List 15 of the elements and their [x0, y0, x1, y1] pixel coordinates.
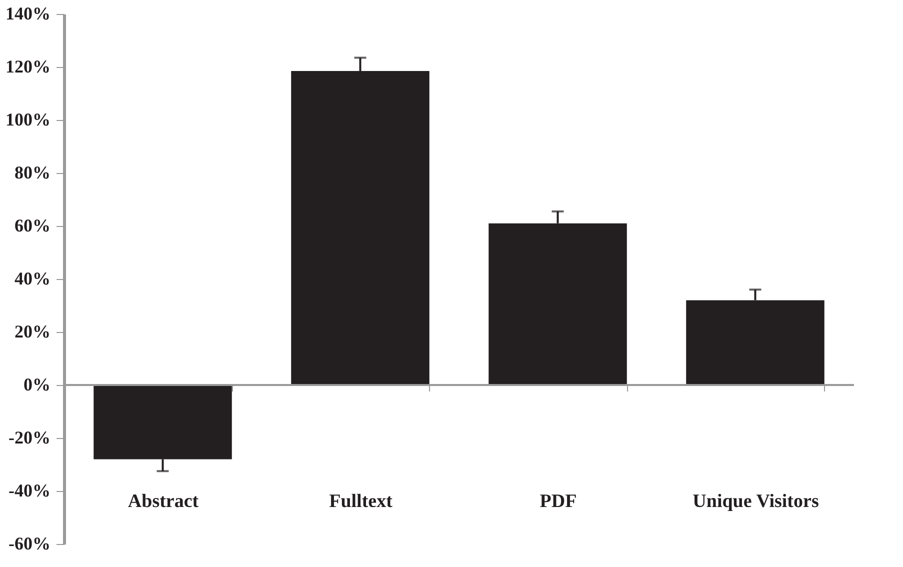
x-tick-label: Fulltext [329, 491, 394, 512]
y-tick-label: 60% [14, 216, 50, 236]
y-tick-label: 80% [14, 162, 50, 182]
y-tick-label: -60% [8, 534, 50, 554]
y-tick-label: 140% [6, 4, 50, 24]
x-tick-label: Abstract [128, 491, 200, 512]
y-tick-label: 20% [14, 322, 50, 342]
y-tick-label: 0% [24, 374, 50, 394]
y-tick-label: 40% [14, 268, 50, 288]
y-tick-label: 100% [6, 110, 50, 130]
y-tick-label: 120% [6, 56, 50, 76]
y-tick-label: -20% [8, 428, 50, 448]
x-tick-label: Unique Visitors [692, 491, 819, 512]
x-tick-label: PDF [540, 491, 577, 512]
y-tick-label: -40% [8, 480, 50, 500]
